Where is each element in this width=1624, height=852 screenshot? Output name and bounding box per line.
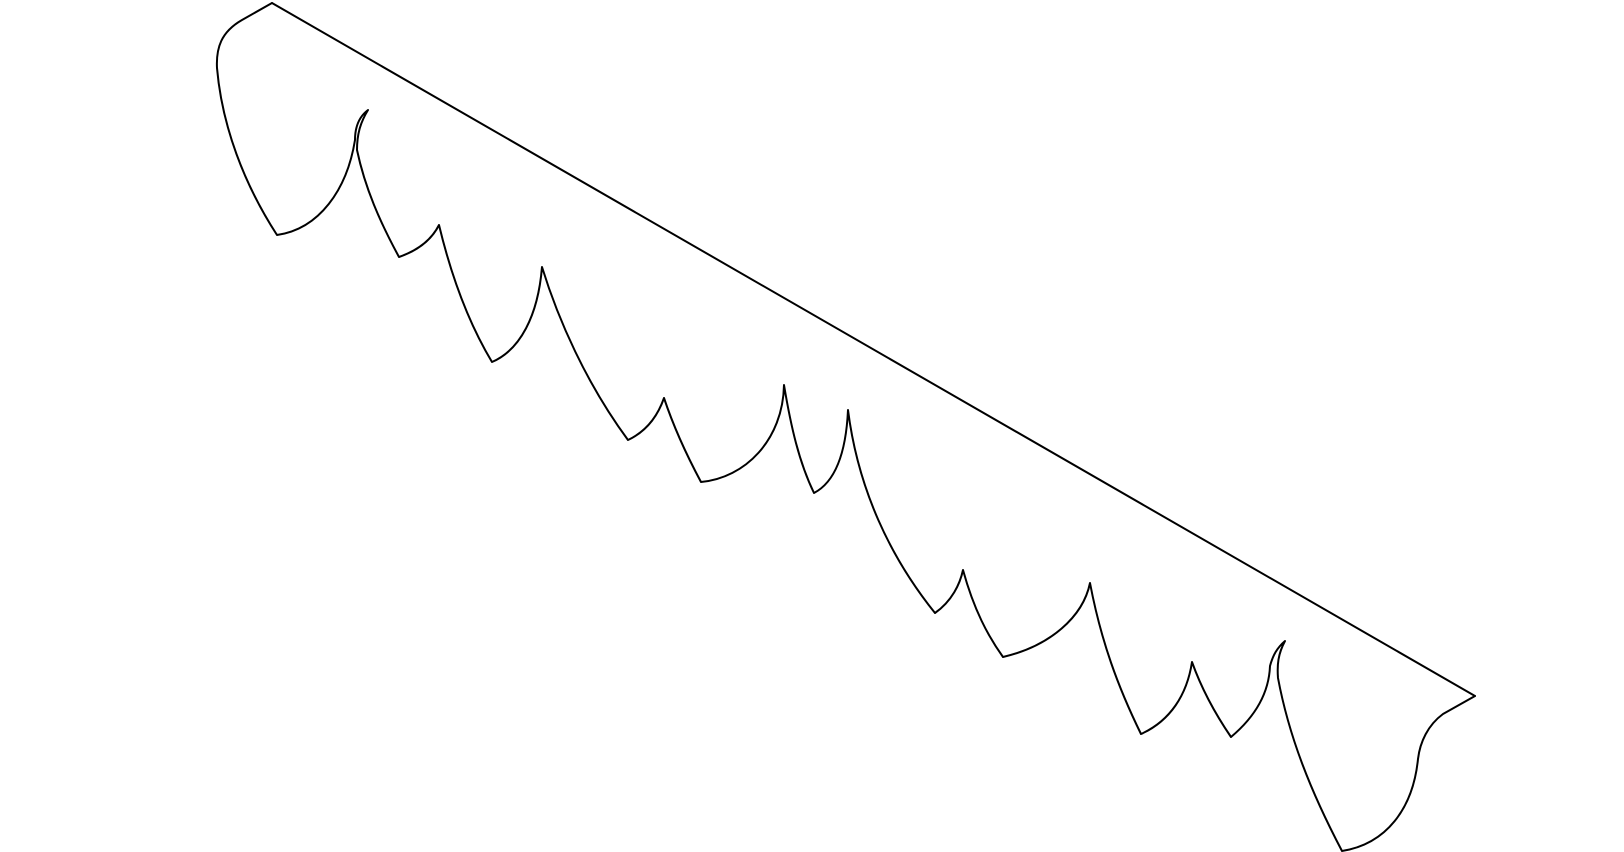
blade-shape xyxy=(215,2,1476,852)
straight-edge xyxy=(271,2,1476,697)
serrated-edge xyxy=(215,2,1476,852)
